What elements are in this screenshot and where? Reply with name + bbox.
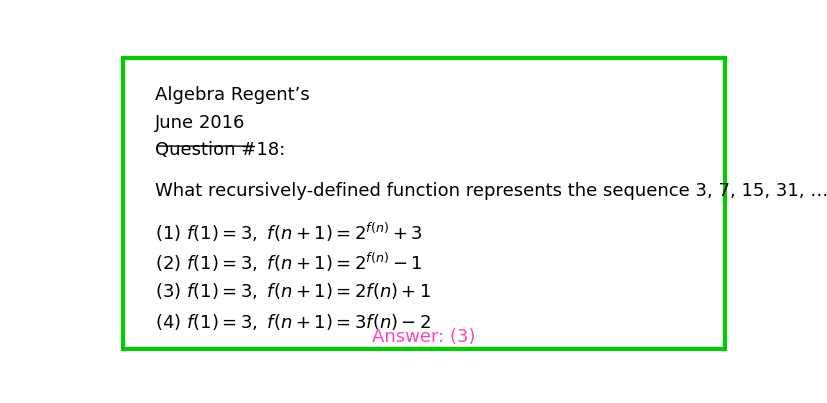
Text: $(3)\ f(1) = 3,\ f(n+1) = 2f(n) + 1$: $(3)\ f(1) = 3,\ f(n+1) = 2f(n) + 1$	[155, 281, 431, 301]
Text: $(4)\ f(1) = 3,\ f(n+1) = 3f(n) - 2$: $(4)\ f(1) = 3,\ f(n+1) = 3f(n) - 2$	[155, 312, 431, 332]
Text: What recursively-defined function represents the sequence 3, 7, 15, 31, ……?: What recursively-defined function repres…	[155, 182, 827, 200]
Text: Algebra Regent’s: Algebra Regent’s	[155, 85, 309, 104]
Text: $(2)\ f(1) = 3,\ f(n+1) = 2^{f(n)} - 1$: $(2)\ f(1) = 3,\ f(n+1) = 2^{f(n)} - 1$	[155, 251, 422, 274]
Text: Question #18:: Question #18:	[155, 141, 284, 160]
FancyBboxPatch shape	[122, 58, 725, 349]
Text: Answer: (3): Answer: (3)	[372, 328, 476, 346]
Text: June 2016: June 2016	[155, 114, 245, 131]
Text: $(1)\ f(1) = 3,\ f(n+1) = 2^{f(n)} + 3$: $(1)\ f(1) = 3,\ f(n+1) = 2^{f(n)} + 3$	[155, 220, 423, 244]
